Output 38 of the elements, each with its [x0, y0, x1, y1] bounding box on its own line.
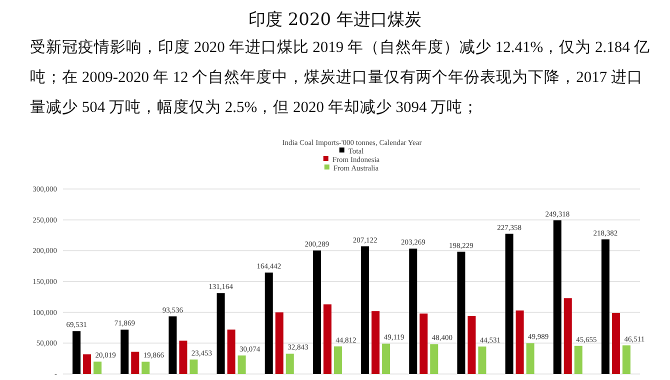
- bar: [190, 360, 198, 374]
- bar: [334, 346, 342, 374]
- bar: [382, 344, 390, 374]
- chart-subtitle: 受新冠疫情影响，印度 2020 年进口煤比 2019 年（自然年度）减少 12.41%，仅为 2.184 亿吨；在 2009-2020 年 12 个自然年度中，煤炭进口量仅有两个年份表现为下降，2017 进口量减少 504 万吨，幅度仅为 2.5%，但 2020 年却减少 3094 万吨；: [30, 38, 650, 118]
- bar: [238, 355, 246, 374]
- bar: [420, 314, 428, 374]
- bar: [409, 248, 418, 374]
- bar: [72, 331, 81, 374]
- bar: [120, 330, 129, 374]
- bar: [361, 246, 370, 374]
- bar: [468, 316, 476, 374]
- bar: [564, 298, 572, 374]
- bar: [457, 252, 466, 374]
- bar: [94, 362, 102, 374]
- bar: [526, 343, 534, 374]
- bar: [275, 312, 284, 374]
- bar: [179, 340, 188, 374]
- bar: [612, 312, 620, 374]
- bar: [131, 352, 140, 374]
- bar: [264, 272, 273, 374]
- bar: [216, 293, 225, 374]
- bar: [168, 316, 177, 374]
- bar: [312, 250, 321, 374]
- bar: [574, 346, 582, 374]
- bar: [372, 311, 380, 374]
- bar: [601, 239, 610, 374]
- bar: [505, 234, 514, 374]
- bar: [516, 310, 524, 374]
- bar: [430, 344, 438, 374]
- bar: [622, 345, 630, 374]
- bar: [142, 362, 150, 374]
- bar: [553, 220, 562, 374]
- bar: [323, 304, 332, 374]
- bar: [83, 354, 92, 374]
- bar: [478, 346, 486, 374]
- bar: [286, 354, 294, 374]
- bar: [227, 330, 236, 374]
- chart-title: 印度 2020 年进口煤炭: [247, 9, 423, 31]
